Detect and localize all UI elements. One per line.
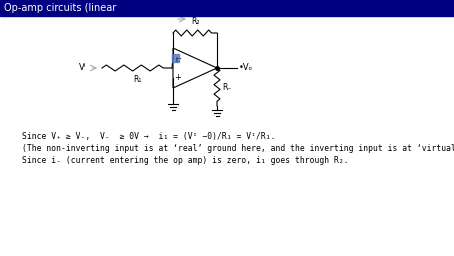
Text: R₋: R₋: [222, 82, 232, 91]
Text: R₁: R₁: [133, 75, 141, 84]
Bar: [172, 54, 179, 62]
Text: i₁: i₁: [179, 6, 185, 15]
Text: •Vₒ: •Vₒ: [239, 63, 253, 72]
Text: (The non-inverting input is at ‘real’ ground here, and the inverting input is at: (The non-inverting input is at ‘real’ gr…: [22, 144, 454, 153]
Text: −: −: [174, 55, 182, 63]
Text: +: +: [174, 72, 182, 81]
Text: Since i₋ (current entering the op amp) is zero, i₁ goes through R₂.: Since i₋ (current entering the op amp) i…: [22, 156, 349, 165]
Text: Vᴵ: Vᴵ: [79, 63, 86, 72]
Text: i: i: [175, 57, 177, 63]
Text: Op-amp circuits (linear: Op-amp circuits (linear: [4, 3, 116, 13]
Text: Since V₊ ≥ V₋,  V₋  ≥ 0V →  i₁ = (Vᴵ −0)/R₁ = Vᴵ/R₁.: Since V₊ ≥ V₋, V₋ ≥ 0V → i₁ = (Vᴵ −0)/R₁…: [22, 132, 276, 141]
Text: R₂: R₂: [191, 17, 199, 26]
Bar: [0, 0, 454, 16]
